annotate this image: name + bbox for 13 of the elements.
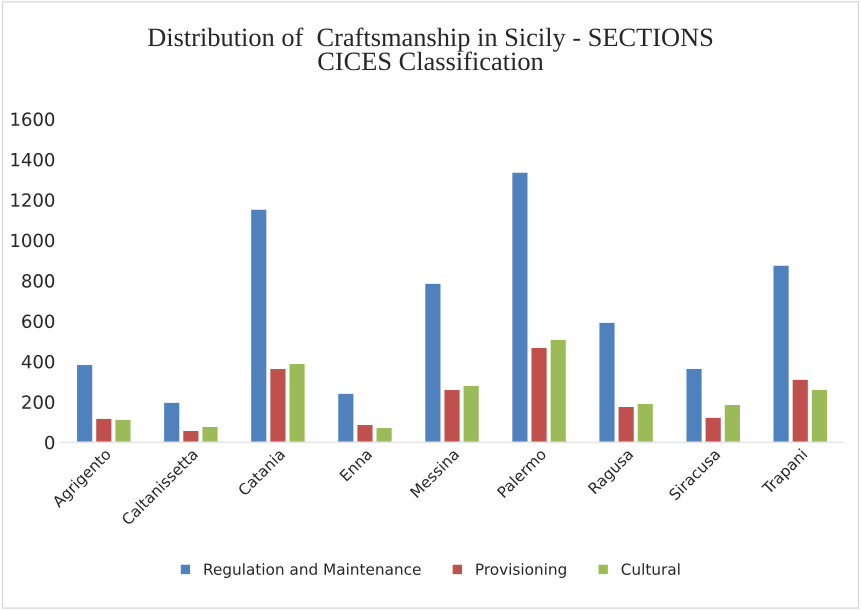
y-tick-label: 1600 xyxy=(11,112,54,126)
y-tick-label: 400 xyxy=(22,354,54,369)
y-tick-label: 1400 xyxy=(11,152,54,166)
legend-label: Provisioning xyxy=(476,563,566,578)
y-tick-label: 0 xyxy=(45,436,54,450)
y-tick-label: 800 xyxy=(22,274,54,288)
legend-label: Regulation and Maintenance xyxy=(204,563,421,578)
legend-label: Cultural xyxy=(622,563,680,575)
y-tick-label: 1000 xyxy=(11,234,54,248)
y-tick-label: 1200 xyxy=(11,193,54,207)
chart-title: Distribution of Craftsmanship in Sicily - SECTIONS CICES Classification xyxy=(148,27,712,70)
y-tick-label: 600 xyxy=(22,314,54,328)
y-tick-label: 200 xyxy=(22,395,54,409)
